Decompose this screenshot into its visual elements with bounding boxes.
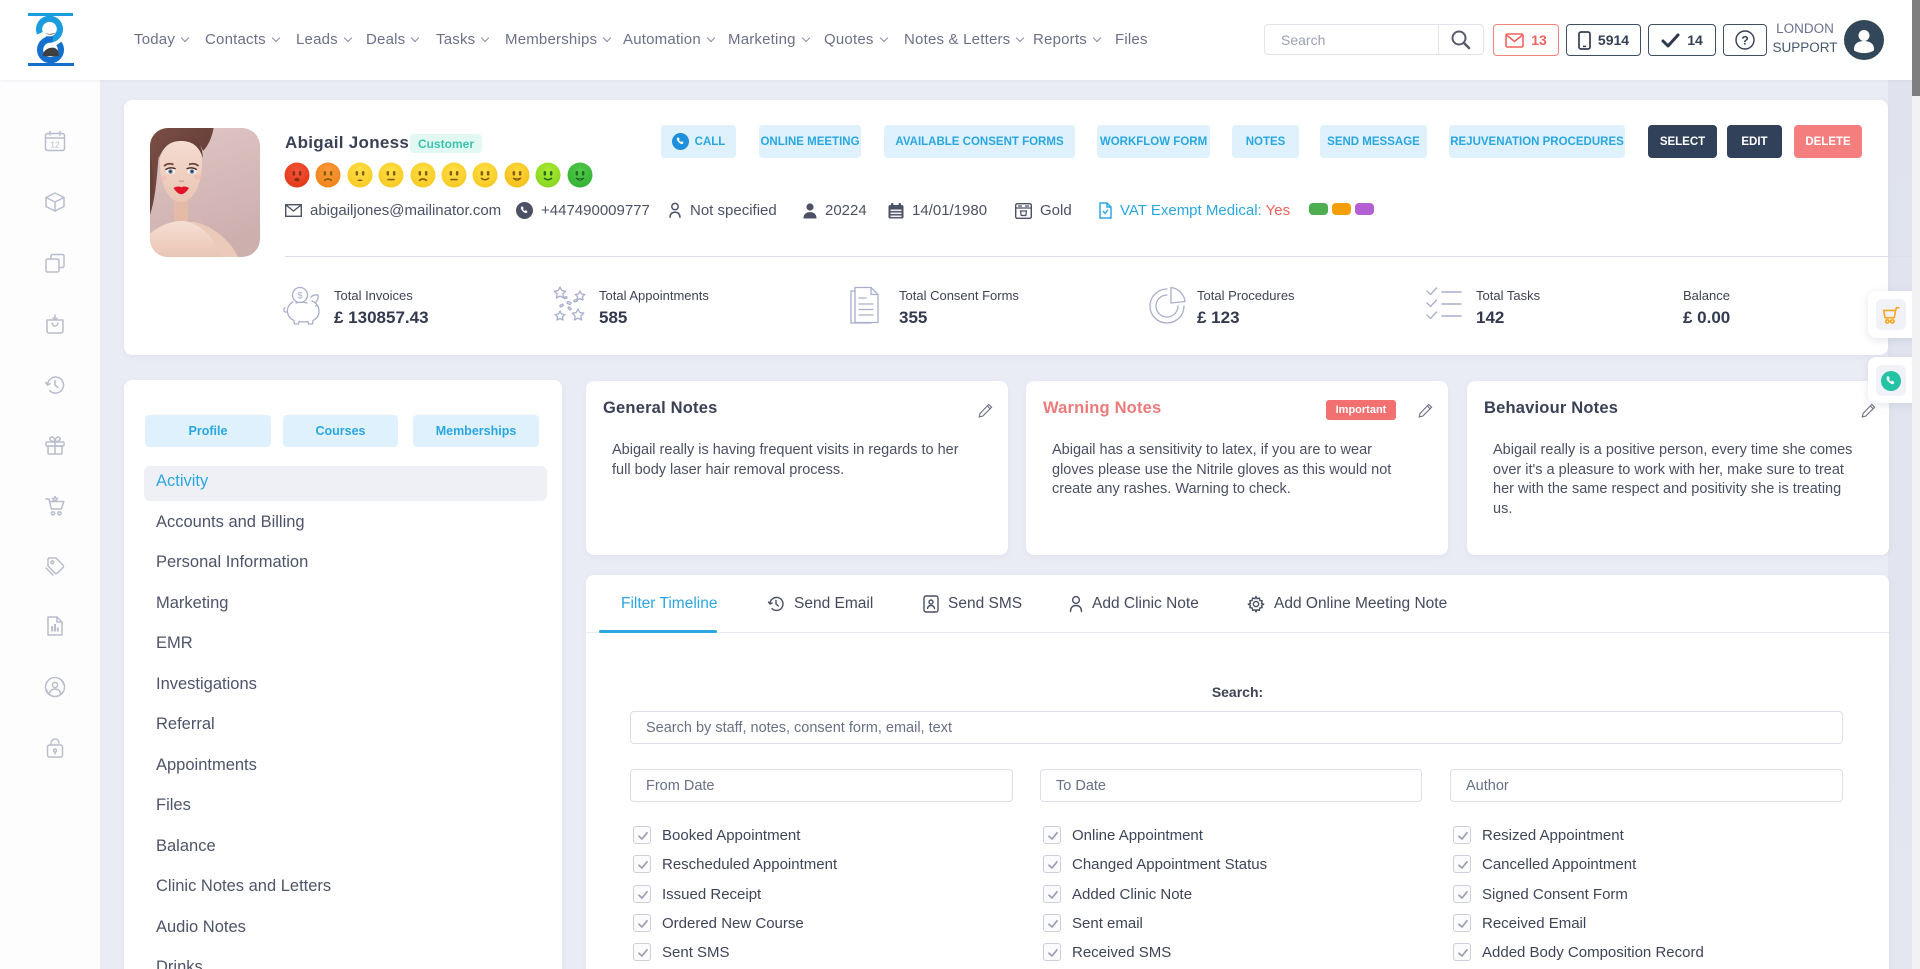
svg-text:?: ? bbox=[1741, 34, 1748, 48]
svg-text:12: 12 bbox=[50, 140, 60, 150]
svg-text:$: $ bbox=[297, 291, 302, 301]
